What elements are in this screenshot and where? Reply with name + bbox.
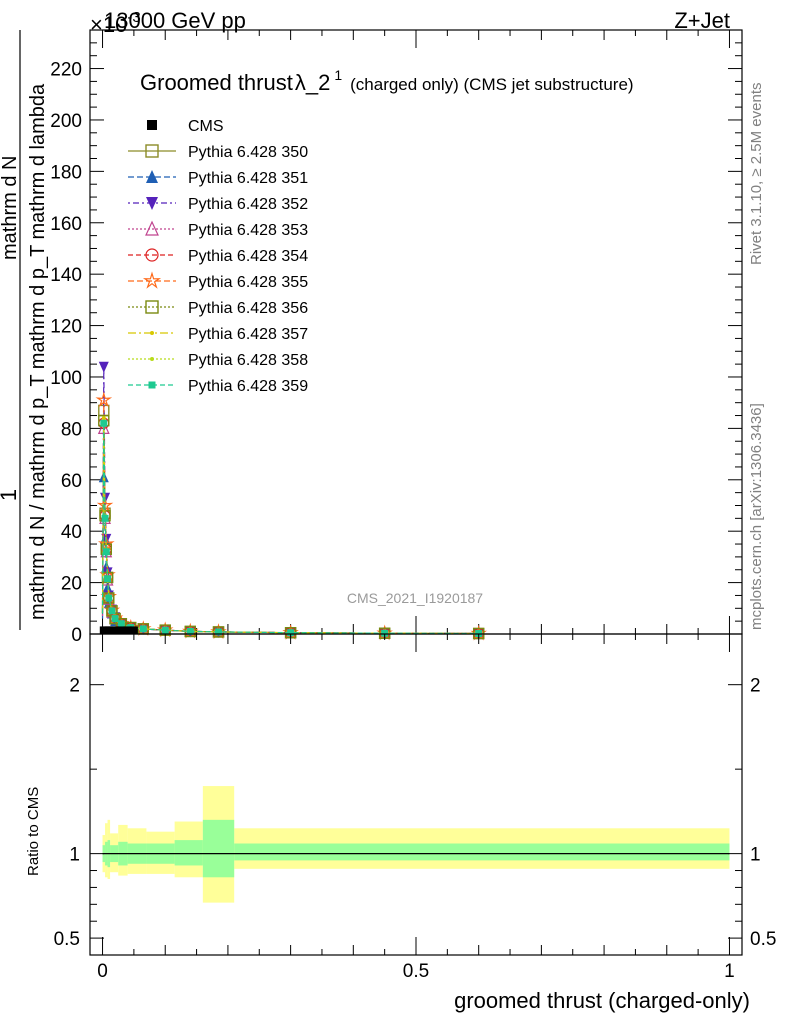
- legend-label: Pythia 6.428 353: [188, 222, 308, 239]
- ratio-y-tick-label: 1: [69, 845, 80, 866]
- mc-point-10: [102, 548, 110, 556]
- cms-data-point: [111, 626, 120, 635]
- legend-label: Pythia 6.428 359: [188, 378, 308, 395]
- main-y-tick-label: 220: [50, 60, 82, 81]
- svg-text:mathrm d N: mathrm d N: [0, 156, 21, 260]
- main-y-tick-label: 140: [50, 265, 82, 286]
- ratio-panel: 0 0.5 1 0.5 0.5 1 1 2 2: [54, 633, 776, 982]
- mc-point-10: [161, 626, 169, 634]
- x-tick-label: 0: [97, 961, 108, 982]
- main-y-tick-label: 160: [50, 214, 82, 235]
- mc-line-2: [101, 477, 479, 635]
- mc-point-10: [105, 594, 113, 602]
- main-y-tick-label: 180: [50, 162, 82, 183]
- ratio-band-green-9: [234, 843, 730, 861]
- mc-point-6: [95, 391, 113, 408]
- ratio-y-tick-label-right: 0.5: [750, 929, 776, 950]
- legend-marker: [142, 271, 162, 289]
- mc-point-10: [100, 419, 108, 427]
- legend-item: Pythia 6.428 352: [128, 196, 308, 213]
- legend-item: Pythia 6.428 356: [128, 300, 308, 317]
- cms-data-point: [129, 626, 138, 635]
- mc-point-10: [108, 607, 116, 615]
- legend-item: CMS: [147, 118, 224, 135]
- svg-text:1: 1: [0, 489, 21, 501]
- legend-marker: [150, 357, 154, 361]
- legend: CMS Pythia 6.428 350 Pythia 6.428 351 Pythi…: [128, 118, 308, 395]
- ratio-y-tick-label: 2: [69, 676, 80, 697]
- main-y-tick-label: 80: [61, 419, 82, 440]
- legend-label: Pythia 6.428 356: [188, 300, 308, 317]
- plot-title: Groomed thrustλ_2 1 (charged only) (CMS je…: [140, 67, 634, 95]
- ratio-y-tick-label: 0.5: [54, 929, 80, 950]
- legend-label: CMS: [188, 118, 224, 135]
- mc-point-10: [111, 615, 119, 623]
- ratio-band-green-8: [202, 819, 235, 878]
- mc-point-10: [104, 575, 112, 583]
- legend-item: Pythia 6.428 359: [128, 378, 308, 395]
- legend-item: Pythia 6.428 358: [128, 352, 308, 369]
- legend-item: Pythia 6.428 354: [128, 248, 308, 265]
- legend-label: Pythia 6.428 355: [188, 274, 308, 291]
- mcplots-label: mcplots.cern.ch [arXiv:1306.3436]: [748, 403, 765, 630]
- main-y-tick-label: 0: [71, 625, 82, 646]
- legend-marker: [145, 220, 159, 236]
- ratio-y-tick-label-right: 2: [750, 676, 761, 697]
- mc-point-10: [117, 620, 125, 628]
- legend-marker: [145, 144, 159, 158]
- legend-marker: [148, 381, 156, 389]
- legend-item: Pythia 6.428 357: [128, 326, 308, 343]
- legend-item: Pythia 6.428 350: [128, 144, 308, 161]
- legend-item: Pythia 6.428 353: [128, 220, 308, 239]
- legend-label: Pythia 6.428 350: [188, 144, 308, 161]
- rivet-label: Rivet 3.1.10, ≥ 2.5M events: [748, 83, 765, 266]
- main-y-tick-label: 20: [61, 574, 82, 595]
- legend-marker: [147, 120, 157, 130]
- ratio-band-green-7: [174, 840, 203, 866]
- main-panel: 0 20 40 60 80 100 120 140 160 180 200 220: [50, 29, 743, 646]
- legend-label: Pythia 6.428 358: [188, 352, 308, 369]
- legend-label: Pythia 6.428 352: [188, 196, 308, 213]
- mc-point-10: [381, 629, 389, 637]
- legend-label: Pythia 6.428 357: [188, 326, 308, 343]
- mc-point-8: [101, 416, 106, 421]
- mc-point-10: [139, 625, 147, 633]
- legend-marker: [146, 170, 158, 183]
- y-exponent-label: ×10-3: [90, 9, 141, 37]
- legend-item: Pythia 6.428 351: [128, 170, 308, 187]
- main-y-tick-label: 60: [61, 471, 82, 492]
- legend-label: Pythia 6.428 354: [188, 248, 308, 265]
- main-y-tick-label: 40: [61, 522, 82, 543]
- legend-marker: [145, 300, 159, 314]
- main-y-axis-label: 1 mathrm d N / mathrm d p_T mathrm d p_T…: [0, 30, 49, 630]
- main-y-tick-label: 100: [50, 368, 82, 389]
- cms-data-point: [117, 626, 126, 635]
- x-tick-label: 1: [724, 961, 735, 982]
- legend-marker: [145, 248, 159, 262]
- main-y-tick-label: 120: [50, 317, 82, 338]
- ratio-y-axis-label: Ratio to CMS: [25, 787, 42, 876]
- process-label: Z+Jet: [674, 8, 730, 33]
- cms-data-point: [123, 626, 132, 635]
- mc-point-10: [101, 514, 109, 522]
- legend-item: Pythia 6.428 355: [128, 271, 308, 291]
- legend-marker: [146, 197, 158, 210]
- mc-point-3: [98, 361, 109, 373]
- mc-point-10: [287, 629, 295, 637]
- x-tick-label: 0.5: [403, 961, 429, 982]
- energy-label: 13000 GeV pp: [104, 8, 246, 33]
- legend-label: Pythia 6.428 351: [188, 170, 308, 187]
- ratio-y-tick-label-right: 1: [750, 845, 761, 866]
- ratio-frame: [89, 633, 743, 956]
- mc-point-10: [186, 627, 194, 635]
- svg-text:mathrm d N / mathrm d p_T math: mathrm d N / mathrm d p_T mathrm d p_T m…: [27, 83, 49, 620]
- legend-marker: [150, 331, 154, 335]
- main-y-tick-label: 200: [50, 111, 82, 132]
- x-axis-label: groomed thrust (charged-only): [454, 988, 750, 1013]
- mc-point-10: [215, 628, 223, 636]
- analysis-label: CMS_2021_I1920187: [347, 590, 483, 606]
